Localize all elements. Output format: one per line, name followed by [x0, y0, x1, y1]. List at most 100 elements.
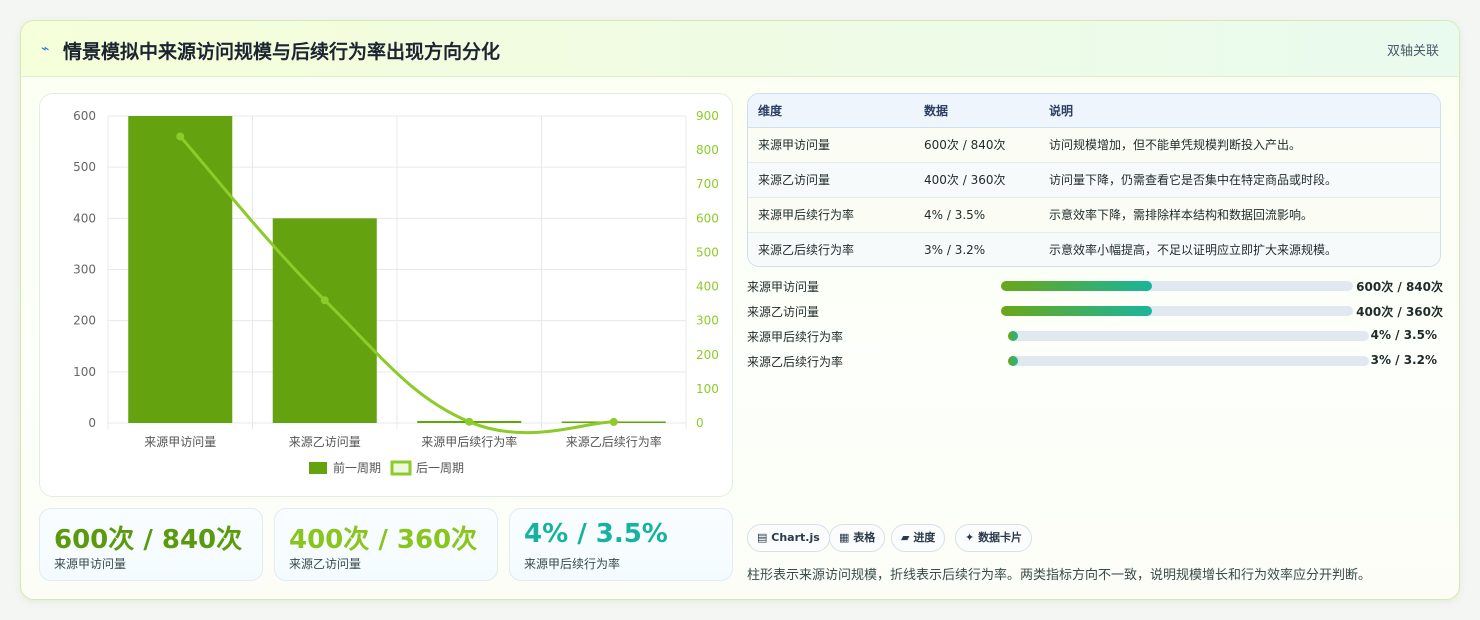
- chip-table[interactable]: ▦ 表格: [829, 524, 886, 552]
- kpi-label: 来源甲后续行为率: [524, 557, 621, 571]
- y-left-tick-label: 400: [73, 211, 96, 225]
- chip-chartjs[interactable]: ▤ Chart.js: [747, 524, 830, 552]
- x-tick-label: 来源甲后续行为率: [421, 434, 517, 449]
- progress-track: [1008, 331, 1369, 341]
- table-cell: 400次 / 360次: [914, 162, 1039, 198]
- table-cell: 来源甲访问量: [748, 127, 914, 163]
- chip-label: 数据卡片: [978, 531, 1023, 544]
- kpi-value: 600次 / 840次: [54, 525, 243, 555]
- chip-label: 表格: [853, 531, 876, 544]
- y-left-tick-label: 100: [73, 365, 96, 379]
- legend-label: 后一周期: [416, 461, 464, 475]
- table-header: 数据: [914, 94, 1039, 128]
- table-icon: ▦: [839, 531, 850, 544]
- table-cell: 访问量下降，仍需查看它是否集中在特定商品或时段。: [1039, 162, 1440, 198]
- y-right-tick-label: 700: [696, 177, 719, 191]
- line-point: [465, 417, 474, 426]
- table-header: 维度: [748, 94, 914, 128]
- y-right-tick-label: 400: [696, 280, 719, 294]
- table-header: 说明: [1039, 94, 1440, 128]
- progress-label: 来源乙后续行为率: [747, 355, 844, 369]
- table-row: 来源乙访问量 400次 / 360次 访问量下降，仍需查看它是否集中在特定商品或…: [748, 162, 1440, 198]
- progress-label: 来源甲后续行为率: [747, 330, 844, 344]
- legend-swatch-bar: [309, 462, 327, 474]
- y-right-tick-label: 500: [696, 245, 719, 259]
- x-tick-label: 来源乙后续行为率: [566, 434, 662, 449]
- y-right-tick-label: 100: [696, 382, 719, 396]
- progress-fill: [1001, 306, 1153, 316]
- lightning-icon: ⌁: [41, 41, 50, 57]
- table-cell: 示意效率下降，需排除样本结构和数据回流影响。: [1039, 197, 1440, 233]
- bar: [272, 218, 377, 423]
- table-cell: 来源乙访问量: [748, 162, 914, 198]
- header-tag: 双轴关联: [1386, 44, 1439, 59]
- y-left-tick-label: 200: [73, 314, 96, 328]
- progress-value: 3% / 3.2%: [1370, 353, 1437, 367]
- y-right-tick-label: 300: [696, 314, 719, 328]
- table-cell: 4% / 3.5%: [914, 197, 1039, 233]
- table-header-row: 维度 数据 说明: [748, 94, 1440, 128]
- table-cell: 访问规模增加，但不能单凭规模判断投入产出。: [1039, 127, 1440, 163]
- line-point: [320, 296, 329, 305]
- progress-fill: [1008, 331, 1018, 341]
- y-left-tick-label: 300: [73, 263, 96, 277]
- kpi-card-2: 4% / 3.5% 来源甲后续行为率: [509, 508, 733, 581]
- kpi-value: 4% / 3.5%: [524, 519, 668, 549]
- legend-swatch-line: [390, 460, 412, 476]
- kpi-card-0: 600次 / 840次 来源甲访问量: [39, 508, 263, 581]
- bar: [128, 116, 233, 423]
- line-point: [176, 132, 185, 141]
- progress-label: 来源甲访问量: [747, 280, 820, 294]
- card-icon: ✦: [965, 531, 975, 544]
- progress-value: 600次 / 840次: [1356, 280, 1443, 294]
- chart-note: 柱形表示来源访问规模，折线表示后续行为率。两类指标方向不一致，说明规模增长和行为…: [747, 568, 1372, 583]
- table-cell: 3% / 3.2%: [914, 232, 1039, 266]
- progress-track: [1008, 356, 1369, 366]
- y-left-tick-label: 0: [88, 416, 96, 430]
- progress-fill: [1008, 356, 1018, 366]
- y-right-tick-label: 600: [696, 211, 719, 225]
- y-right-tick-label: 900: [696, 109, 719, 123]
- line-point: [609, 417, 618, 426]
- legend-label: 前一周期: [333, 460, 381, 475]
- progress-row-1: 来源乙访问量 400次 / 360次: [747, 301, 1443, 321]
- x-tick-label: 来源乙访问量: [289, 435, 361, 449]
- y-right-tick-label: 0: [696, 416, 704, 430]
- progress-value: 4% / 3.5%: [1370, 328, 1437, 342]
- progress-label: 来源乙访问量: [747, 305, 820, 319]
- chip-label: 进度: [913, 531, 936, 544]
- chart-svg: 0 100 200 300 400 500 600 0 100 200 300 400 500 600 70…: [73, 109, 719, 476]
- y-right-tick-label: 800: [696, 143, 719, 157]
- page-title: 情景模拟中来源访问规模与后续行为率出现方向分化: [63, 41, 501, 63]
- y-left-tick-label: 500: [73, 160, 96, 174]
- table-cell: 来源乙后续行为率: [748, 232, 914, 266]
- card-header: ⌁ 情景模拟中来源访问规模与后续行为率出现方向分化 双轴关联: [21, 21, 1459, 77]
- x-tick-label: 来源甲访问量: [144, 435, 216, 449]
- progress-row-2: 来源甲后续行为率 4% / 3.5%: [747, 326, 1443, 346]
- table-cell: 600次 / 840次: [914, 127, 1039, 163]
- kpi-card-1: 400次 / 360次 来源乙访问量: [274, 508, 498, 581]
- progress-icon: ▰: [901, 531, 910, 544]
- table-cell: 来源甲后续行为率: [748, 197, 914, 233]
- kpi-label: 来源乙访问量: [289, 557, 362, 571]
- progress-value: 400次 / 360次: [1356, 305, 1443, 319]
- progress-fill: [1001, 281, 1153, 291]
- table-row: 来源甲后续行为率 4% / 3.5% 示意效率下降，需排除样本结构和数据回流影响…: [748, 197, 1440, 233]
- chart-icon: ▤: [757, 531, 768, 544]
- progress-row-3: 来源乙后续行为率 3% / 3.2%: [747, 351, 1443, 371]
- combo-chart: 0 100 200 300 400 500 600 0 100 200 300 400 500 600 70…: [39, 93, 733, 497]
- progress-track: [1001, 281, 1353, 291]
- progress-row-0: 来源甲访问量 600次 / 840次: [747, 276, 1443, 296]
- table-row: 来源乙后续行为率 3% / 3.2% 示意效率小幅提高，不足以证明应立即扩大来源…: [748, 232, 1440, 266]
- progress-track: [1001, 306, 1353, 316]
- table-cell: 示意效率小幅提高，不足以证明应立即扩大来源规模。: [1039, 232, 1440, 266]
- kpi-label: 来源甲访问量: [54, 557, 127, 571]
- dashboard-card: ⌁ 情景模拟中来源访问规模与后续行为率出现方向分化 双轴关联 0 100 200 30…: [20, 20, 1460, 600]
- series-line: [179, 135, 614, 435]
- table-row: 来源甲访问量 600次 / 840次 访问规模增加，但不能单凭规模判断投入产出。: [748, 127, 1440, 163]
- chip-cards[interactable]: ✦ 数据卡片: [955, 524, 1033, 552]
- chip-progress[interactable]: ▰ 进度: [891, 524, 946, 552]
- y-left-tick-label: 600: [73, 109, 96, 123]
- y-right-tick-label: 200: [696, 348, 719, 362]
- kpi-value: 400次 / 360次: [289, 525, 478, 555]
